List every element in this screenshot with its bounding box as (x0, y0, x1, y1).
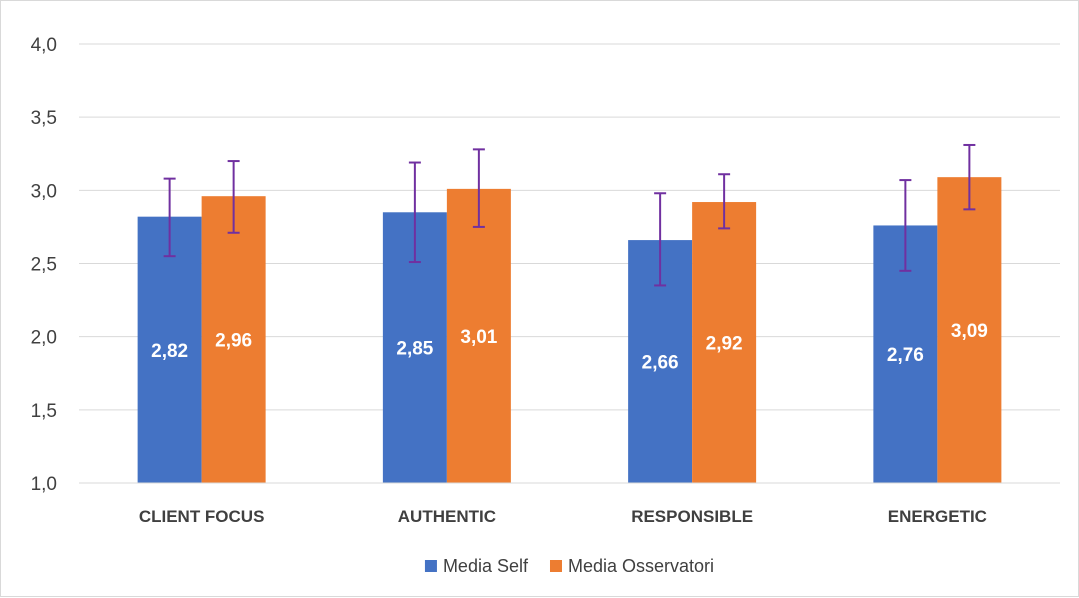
data-label: 2,82 (151, 341, 188, 362)
legend-swatch (424, 560, 437, 572)
bar-observers (937, 177, 1002, 483)
bar-observers (446, 188, 511, 483)
category-label: ENERGETIC (888, 507, 987, 526)
y-tick-label: 2,0 (31, 328, 57, 349)
data-label: 2,66 (642, 353, 679, 374)
data-label: 3,09 (951, 321, 988, 342)
data-labels: 2,82 2,96 2,85 3,01 2,66 2,92 2,76 3,09 (151, 321, 988, 373)
legend: Media Self Media Osservatori (424, 556, 714, 576)
data-label: 2,96 (215, 331, 252, 352)
category-label: AUTHENTIC (398, 507, 496, 526)
category-label: CLIENT FOCUS (139, 507, 265, 526)
bar-self (137, 216, 202, 483)
y-tick-label: 2,5 (31, 255, 57, 276)
data-label: 2,76 (887, 345, 924, 366)
legend-label: Media Self (443, 556, 529, 576)
bar-observers (201, 196, 266, 484)
data-label: 2,92 (706, 334, 743, 355)
bars (137, 177, 1002, 484)
y-tick-label: 1,0 (31, 474, 57, 495)
error-bars (163, 143, 976, 287)
data-label: 3,01 (460, 327, 497, 348)
legend-swatch (549, 560, 562, 572)
y-tick-label: 3,0 (31, 181, 57, 202)
axes: 1,0 1,5 2,0 2,5 3,0 3,5 4,0 CLIENT FOCUS AUTHENT… (31, 35, 1060, 526)
legend-label: Media Osservatori (568, 556, 714, 576)
category-label: RESPONSIBLE (631, 507, 753, 526)
bar-observers (692, 202, 757, 484)
y-tick-label: 1,5 (31, 401, 57, 422)
y-tick-label: 3,5 (31, 108, 57, 129)
y-tick-label: 4,0 (31, 35, 57, 56)
data-label: 2,85 (396, 339, 433, 360)
